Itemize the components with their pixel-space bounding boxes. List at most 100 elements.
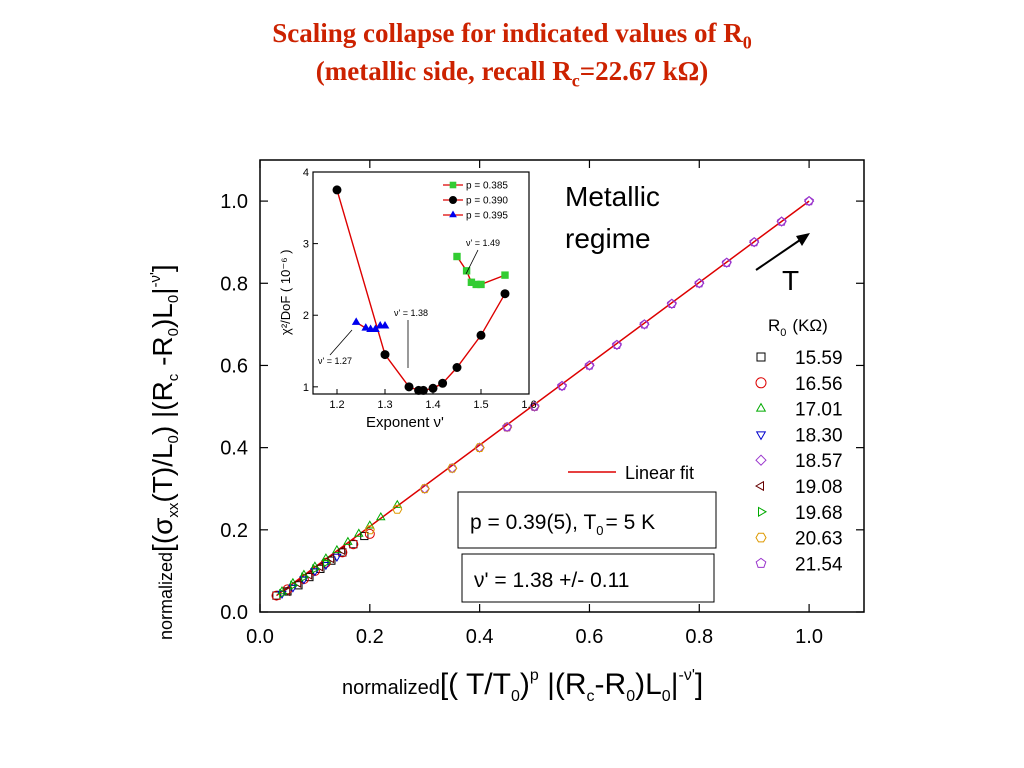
title2-text-b: =22.67 kΩ) <box>579 56 709 86</box>
inset-annotation-149: ν' = 1.49 <box>466 238 500 248</box>
inset-point-p = 0.395 <box>351 317 361 325</box>
title2-text-a: (metallic side, recall R <box>315 56 572 86</box>
inset-y-tick-label: 4 <box>303 167 309 179</box>
x-tick-label: 0.4 <box>466 626 494 648</box>
data-point-21.54 <box>557 380 567 391</box>
legend-label: 18.57 <box>795 451 843 472</box>
data-point-17.01 <box>321 553 331 562</box>
legend-marker-18.57 <box>755 454 767 466</box>
data-point-17.01 <box>365 520 375 529</box>
inset-point-p = 0.390 <box>380 350 390 360</box>
y-tick-label: 0.6 <box>220 355 248 377</box>
data-point-21.54 <box>804 195 814 206</box>
x-tick-label: 0.0 <box>246 626 274 648</box>
inset-point-p = 0.385 <box>453 252 461 261</box>
data-point-21.54 <box>666 298 677 308</box>
y-tick-label: 1.0 <box>220 191 248 213</box>
data-point-19.68 <box>312 564 321 574</box>
inset-y-label: χ²/DoF ( 10⁻⁶ ) <box>278 250 293 336</box>
legend-marker-16.56 <box>755 377 767 389</box>
inset-legend-label: p = 0.395 <box>466 211 508 222</box>
data-point-21.54 <box>529 401 540 411</box>
plot-frame <box>259 159 865 613</box>
data-point-21.54 <box>721 257 732 267</box>
inset-y-tick-label: 1 <box>303 382 309 394</box>
legend-label: 16.56 <box>795 374 843 395</box>
data-point-21.54 <box>612 339 622 349</box>
x-tick-label: 0.6 <box>576 626 604 648</box>
data-point-19.08 <box>336 545 346 556</box>
inset-y-tick-label: 3 <box>303 239 309 251</box>
regime-label-line2: regime <box>565 223 651 254</box>
inset-point-p = 0.385 <box>501 271 509 279</box>
title-text: Scaling collapse for indicated values of… <box>272 18 743 48</box>
temperature-arrowhead <box>796 233 810 246</box>
param-box-2 <box>461 553 715 603</box>
inset-annotation-138: ν' = 1.38 <box>394 308 428 318</box>
data-point-21.54 <box>694 278 705 288</box>
inset-x-tick-label: 1.3 <box>377 399 392 411</box>
y-tick-label: 0.0 <box>220 602 248 624</box>
inset-y-tick-label: 2 <box>303 310 309 322</box>
inset-arrow-127 <box>329 329 353 356</box>
y-tick-label: 0.8 <box>220 273 248 295</box>
inset-x-label: Exponent ν' <box>366 414 444 431</box>
param-box-1 <box>457 491 717 549</box>
data-point-19.68 <box>279 588 288 599</box>
inset-legend-marker-p = 0.390 <box>449 196 457 204</box>
inset-x-tick-label: 1.4 <box>425 399 440 411</box>
legend-label: 19.68 <box>795 503 843 524</box>
inset-legend-label: p = 0.390 <box>466 196 508 207</box>
temperature-arrow-label: T <box>782 265 799 296</box>
data-point-21.54 <box>502 421 512 432</box>
data-point-19.08 <box>325 553 335 564</box>
title2-sub: c <box>571 70 580 91</box>
y-tick-label: 0.4 <box>220 438 248 460</box>
data-point-17.01 <box>332 544 342 554</box>
legend: 15.59 16.56 17.01 18.30 18.57 19.08 19.68 20.63… <box>754 348 843 575</box>
title-sub: 0 <box>742 32 752 53</box>
inset-points-layer <box>332 185 510 395</box>
inset-ticks: 1.2 1.3 1.4 1.5 1.6 1 2 3 4 <box>303 167 537 411</box>
legend-marker-19.68 <box>758 506 768 517</box>
data-point-18.30 <box>332 553 342 562</box>
legend-title: R0 (KΩ) <box>768 316 828 339</box>
legend-fit-label: Linear fit <box>625 463 694 483</box>
slide-title-line2: (metallic side, recall Rc=22.67 kΩ) <box>0 56 1024 91</box>
data-point-19.68 <box>323 557 332 568</box>
inset-line-p = 0.390 <box>336 189 506 392</box>
legend-label: 17.01 <box>795 400 843 421</box>
regime-label-line1: Metallic <box>565 181 660 212</box>
legend-marker-21.54 <box>755 557 767 568</box>
data-point-20.63 <box>364 525 375 535</box>
inset-legend-marker-p = 0.385 <box>449 181 457 189</box>
legend-marker-17.01 <box>755 402 767 412</box>
x-tick-label: 0.2 <box>356 626 384 648</box>
inset-point-p = 0.390 <box>418 385 428 395</box>
legend-label: 19.08 <box>795 477 843 498</box>
inset-frame <box>312 171 530 395</box>
y-tick-label: 0.2 <box>220 520 248 542</box>
param-box-2-text: ν' = 1.38 +/- 0.11 <box>474 569 629 592</box>
inset-x-tick-label: 1.5 <box>473 399 488 411</box>
inset-point-p = 0.385 <box>462 267 471 275</box>
data-point-21.54 <box>584 360 595 370</box>
data-point-16.56 <box>364 528 375 539</box>
data-point-19.68 <box>301 572 310 582</box>
main-points-layer <box>271 195 815 601</box>
data-point-17.01 <box>343 536 353 545</box>
inset-point-p = 0.395 <box>361 323 371 331</box>
inset-point-p = 0.390 <box>452 363 462 373</box>
legend-label: 18.30 <box>795 425 843 446</box>
data-point-17.01 <box>392 499 403 508</box>
data-point-17.01 <box>376 512 386 521</box>
legend-label: 21.54 <box>795 554 843 575</box>
data-point-20.63 <box>392 504 403 514</box>
data-point-20.63 <box>419 484 430 494</box>
legend-marker-20.63 <box>755 532 767 543</box>
inset-point-p = 0.390 <box>438 378 448 388</box>
data-point-20.63 <box>474 443 485 452</box>
inset-x-tick-label: 1.6 <box>521 399 536 411</box>
x-axis-label: normalized[( T/T0)p |(Rc-R0)L0|-ν'] <box>342 667 703 705</box>
